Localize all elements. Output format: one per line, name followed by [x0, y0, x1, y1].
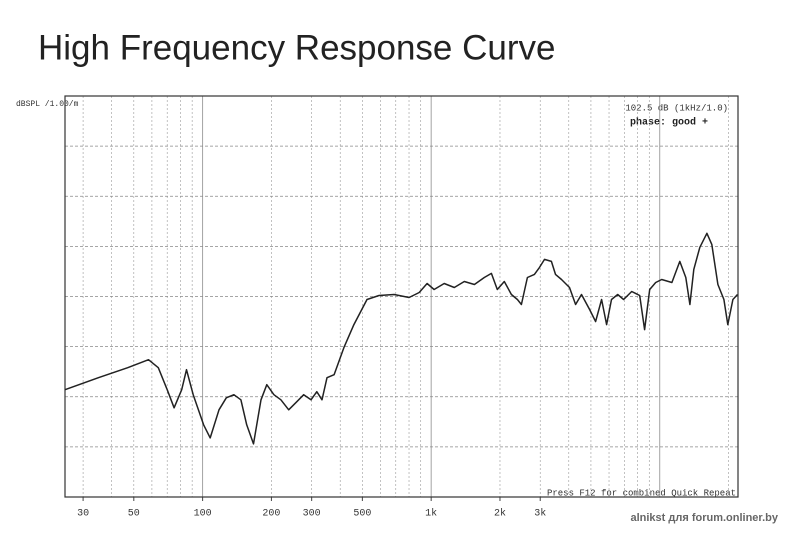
- x-tick-label: 1k: [425, 508, 437, 520]
- x-tick-label: 500: [353, 509, 371, 520]
- x-tick-label: 50: [128, 509, 140, 520]
- footer-note: Press F12 for combined Quick Repeat: [547, 488, 736, 498]
- plot-frame: [64, 95, 739, 498]
- x-tick-label: 300: [303, 509, 321, 520]
- x-tick-label: 100: [194, 509, 212, 520]
- response-line: [64, 232, 739, 445]
- x-tick-label: 30: [77, 509, 89, 520]
- x-tick-label: 2k: [494, 508, 506, 520]
- watermark: alnikst для forum.onliner.by: [630, 512, 778, 524]
- chart-title: High Frequency Response Curve: [38, 28, 555, 67]
- x-tick-label: 200: [262, 509, 280, 520]
- annotation: phase: good +: [630, 117, 708, 129]
- y-axis-label: dBSPL /1.00/m: [16, 100, 79, 109]
- annotation: 102.5 dB (1kHz/1.0): [625, 103, 728, 113]
- x-tick-label: 3k: [534, 508, 546, 520]
